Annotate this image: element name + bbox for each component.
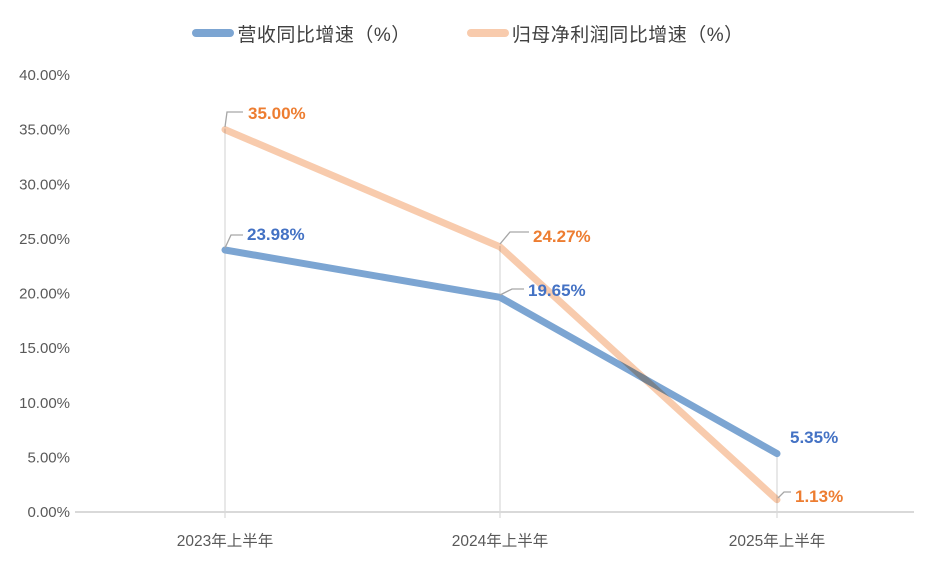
x-axis-category-label-2: 2025年上半年 xyxy=(729,532,825,550)
revenue-line-swatch-icon xyxy=(192,29,235,37)
net-profit-yoy-growth-data-label-1: 24.27% xyxy=(533,227,591,246)
net-profit-yoy-growth-data-label-0: 35.00% xyxy=(248,104,306,123)
revenue-yoy-growth-label-leader-1 xyxy=(499,288,524,296)
net-profit-yoy-growth-label-leader-0 xyxy=(224,111,243,128)
net-profit-yoy-growth-line xyxy=(221,126,781,504)
y-axis-tick-label-3: 15.00% xyxy=(19,340,70,357)
x-axis-category-label-0: 2023年上半年 xyxy=(177,532,273,550)
y-axis-tick-label-8: 40.00% xyxy=(19,67,70,84)
net-profit-yoy-growth-label-leader-1 xyxy=(499,231,529,245)
revenue-yoy-growth-label-leader-0 xyxy=(224,234,243,249)
y-axis-tick-label-4: 20.00% xyxy=(19,286,70,303)
y-axis-tick-label-2: 10.00% xyxy=(19,395,70,412)
revenue-yoy-growth-line xyxy=(221,246,781,458)
y-axis-tick-label-7: 35.00% xyxy=(19,122,70,139)
legend-label-revenue: 营收同比增速（%） xyxy=(237,24,411,46)
x-axis-category-label-1: 2024年上半年 xyxy=(452,532,548,550)
revenue-yoy-growth-data-label-2: 5.35% xyxy=(790,428,838,447)
legend-item-net-profit-yoy-growth: 归母净利润同比增速（%） xyxy=(466,20,744,47)
legend-item-revenue-yoy-growth: 营收同比增速（%） xyxy=(192,20,410,47)
legend: 营收同比增速（%） 归母净利润同比增速（%） xyxy=(0,18,936,48)
net-profit-yoy-growth-data-label-2: 1.13% xyxy=(795,487,843,506)
net-profit-line-swatch-icon xyxy=(466,29,509,37)
revenue-yoy-growth-data-label-1: 19.65% xyxy=(528,281,586,300)
y-axis-tick-label-1: 5.00% xyxy=(27,449,70,466)
y-axis-tick-label-5: 25.00% xyxy=(19,231,70,248)
y-axis-tick-label-6: 30.00% xyxy=(19,176,70,193)
net-profit-yoy-growth-label-leader-2 xyxy=(777,491,791,499)
y-axis-tick-label-0: 0.00% xyxy=(27,504,70,521)
revenue-yoy-growth-data-label-0: 23.98% xyxy=(247,225,305,244)
legend-label-net-profit: 归母净利润同比增速（%） xyxy=(511,24,744,46)
